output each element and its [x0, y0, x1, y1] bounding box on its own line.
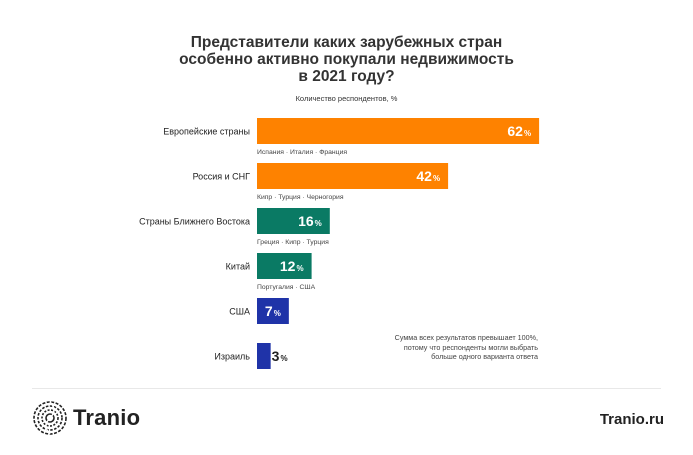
tranio-swirl-logo-icon [33, 401, 67, 435]
bar-sublabel: Португалия · США [257, 284, 316, 291]
bar [257, 343, 271, 369]
bar [257, 163, 449, 189]
bar-chart: Европейские страны 62% Испания · Италия · … [139, 118, 540, 369]
value-label: 16% [298, 213, 322, 229]
value-label: 7% [265, 303, 281, 319]
brand-url[interactable]: Tranio.ru [599, 411, 664, 428]
brand-name: Tranio [73, 405, 141, 430]
category-label: Россия и СНГ [193, 172, 251, 182]
category-label: Европейские страны [163, 127, 250, 137]
category-label: Китай [226, 262, 250, 272]
value-label: 3% [272, 348, 288, 364]
bar [257, 298, 289, 324]
value-label: 62% [507, 123, 531, 139]
chart-subtitle: Количество респондентов, % [295, 94, 398, 103]
category-label: Израиль [214, 352, 250, 362]
bar [257, 118, 540, 144]
value-label: 12% [280, 258, 304, 274]
value-label: 42% [416, 168, 440, 184]
bar [257, 253, 312, 279]
footnote: Сумма всех результатов превышает 100%, п… [394, 333, 538, 361]
bar-sublabel: Греция · Кипр · Турция [257, 239, 329, 246]
bar-sublabel: Кипр · Турция · Черногория [257, 194, 344, 201]
bar-sublabel: Испания · Италия · Франция [257, 149, 347, 156]
footer-divider [32, 388, 661, 389]
category-label: США [229, 307, 250, 317]
brand: Tranio [33, 401, 140, 435]
chart-title: Представители каких зарубежных стран осо… [179, 34, 514, 85]
bar [257, 208, 330, 234]
category-label: Страны Ближнего Востока [139, 217, 250, 227]
